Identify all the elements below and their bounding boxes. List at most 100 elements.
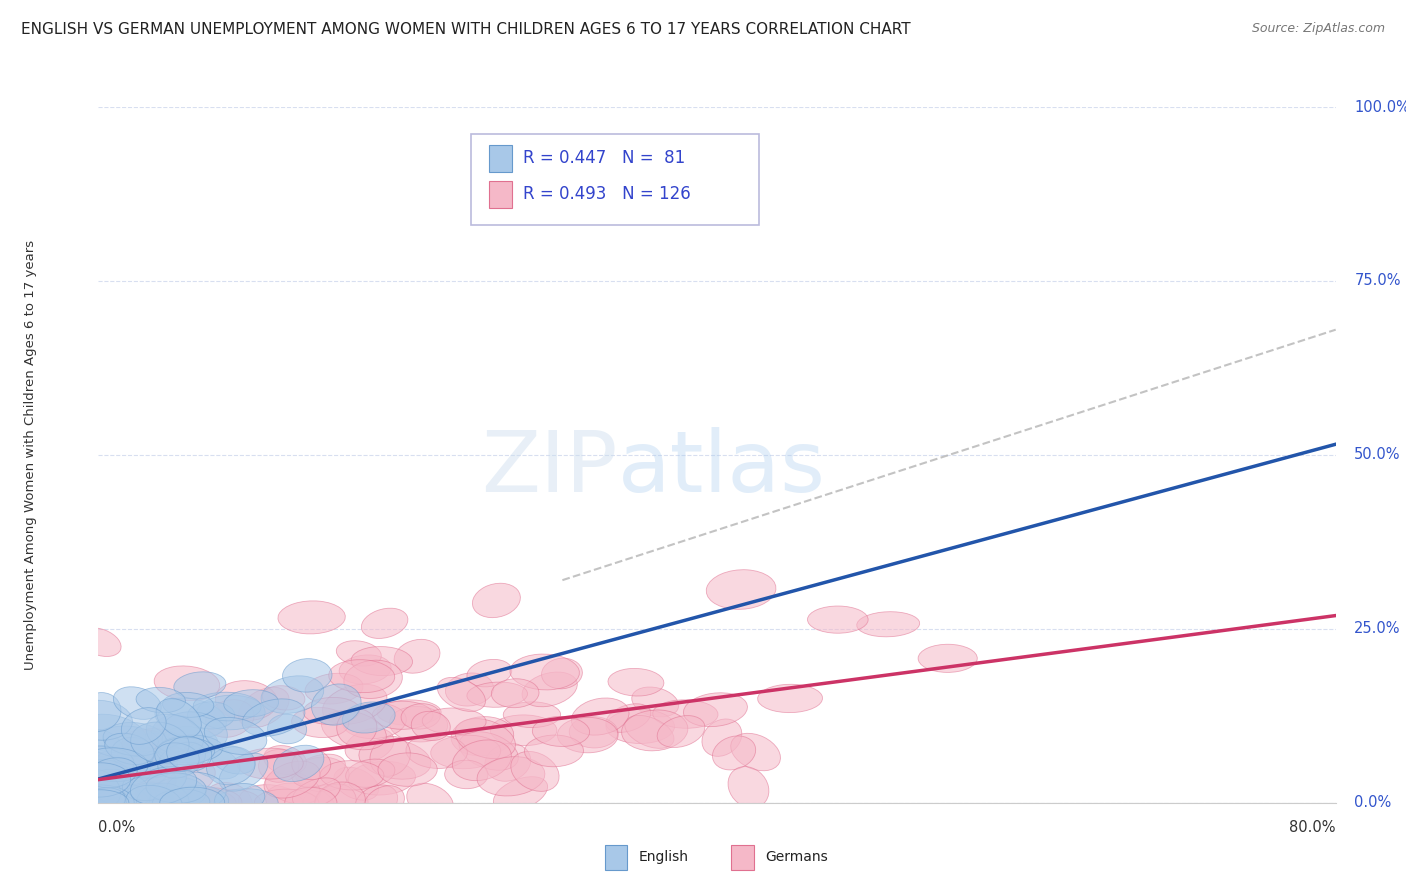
Ellipse shape bbox=[70, 790, 129, 815]
Text: Source: ZipAtlas.com: Source: ZipAtlas.com bbox=[1251, 22, 1385, 36]
Ellipse shape bbox=[807, 606, 868, 633]
Text: 0.0%: 0.0% bbox=[98, 821, 135, 835]
Ellipse shape bbox=[117, 751, 177, 778]
Ellipse shape bbox=[66, 785, 134, 814]
Ellipse shape bbox=[437, 677, 485, 712]
Ellipse shape bbox=[278, 601, 346, 634]
Ellipse shape bbox=[66, 785, 134, 821]
Ellipse shape bbox=[155, 698, 226, 738]
Ellipse shape bbox=[69, 763, 131, 797]
Ellipse shape bbox=[96, 749, 150, 785]
Ellipse shape bbox=[172, 789, 236, 816]
Ellipse shape bbox=[491, 714, 557, 746]
Ellipse shape bbox=[76, 786, 124, 817]
Ellipse shape bbox=[444, 760, 488, 789]
Ellipse shape bbox=[524, 735, 583, 767]
Ellipse shape bbox=[238, 687, 290, 728]
Ellipse shape bbox=[77, 784, 122, 816]
Ellipse shape bbox=[322, 711, 387, 750]
Ellipse shape bbox=[285, 788, 337, 818]
Ellipse shape bbox=[148, 790, 190, 815]
Ellipse shape bbox=[157, 735, 222, 763]
Ellipse shape bbox=[80, 785, 139, 821]
Ellipse shape bbox=[72, 789, 129, 816]
Text: 75.0%: 75.0% bbox=[1354, 274, 1400, 288]
Ellipse shape bbox=[467, 682, 527, 707]
Ellipse shape bbox=[336, 640, 381, 666]
Ellipse shape bbox=[174, 672, 226, 698]
Ellipse shape bbox=[155, 743, 200, 772]
Ellipse shape bbox=[117, 783, 173, 822]
Ellipse shape bbox=[104, 760, 167, 787]
Ellipse shape bbox=[82, 788, 131, 817]
Ellipse shape bbox=[456, 719, 516, 759]
Ellipse shape bbox=[157, 742, 205, 778]
Ellipse shape bbox=[156, 777, 207, 807]
Ellipse shape bbox=[136, 781, 184, 814]
Ellipse shape bbox=[152, 789, 209, 816]
Ellipse shape bbox=[70, 785, 129, 821]
Ellipse shape bbox=[122, 787, 173, 819]
Ellipse shape bbox=[75, 790, 127, 815]
Ellipse shape bbox=[731, 733, 780, 771]
Ellipse shape bbox=[105, 733, 155, 764]
Ellipse shape bbox=[533, 716, 589, 747]
Ellipse shape bbox=[510, 751, 560, 791]
Ellipse shape bbox=[344, 660, 402, 698]
Ellipse shape bbox=[239, 785, 304, 821]
Ellipse shape bbox=[333, 767, 378, 800]
Ellipse shape bbox=[451, 716, 513, 756]
Ellipse shape bbox=[211, 746, 254, 774]
Ellipse shape bbox=[349, 762, 416, 795]
Ellipse shape bbox=[352, 647, 412, 675]
Ellipse shape bbox=[72, 771, 128, 811]
Ellipse shape bbox=[89, 769, 150, 807]
Ellipse shape bbox=[124, 733, 186, 761]
Ellipse shape bbox=[477, 756, 546, 796]
Ellipse shape bbox=[541, 658, 582, 689]
Ellipse shape bbox=[342, 703, 406, 739]
Ellipse shape bbox=[422, 708, 486, 735]
Ellipse shape bbox=[103, 723, 166, 756]
Ellipse shape bbox=[264, 746, 307, 774]
Ellipse shape bbox=[354, 785, 398, 821]
Ellipse shape bbox=[370, 737, 411, 776]
Ellipse shape bbox=[163, 692, 214, 717]
Ellipse shape bbox=[219, 753, 269, 791]
Ellipse shape bbox=[155, 666, 219, 700]
Ellipse shape bbox=[305, 673, 363, 704]
Ellipse shape bbox=[571, 698, 628, 735]
Ellipse shape bbox=[336, 709, 377, 747]
Ellipse shape bbox=[76, 714, 146, 753]
Ellipse shape bbox=[266, 783, 335, 822]
Ellipse shape bbox=[146, 772, 207, 803]
Ellipse shape bbox=[146, 714, 204, 755]
Ellipse shape bbox=[89, 785, 150, 821]
Ellipse shape bbox=[204, 782, 253, 823]
Ellipse shape bbox=[394, 640, 440, 673]
Ellipse shape bbox=[79, 692, 121, 731]
Ellipse shape bbox=[187, 702, 235, 729]
Ellipse shape bbox=[430, 735, 501, 769]
Ellipse shape bbox=[141, 789, 183, 817]
Ellipse shape bbox=[152, 714, 198, 752]
Ellipse shape bbox=[292, 749, 330, 780]
Ellipse shape bbox=[156, 738, 215, 764]
Ellipse shape bbox=[122, 764, 187, 800]
Ellipse shape bbox=[621, 710, 688, 751]
Ellipse shape bbox=[65, 753, 135, 787]
Ellipse shape bbox=[75, 784, 125, 822]
Ellipse shape bbox=[156, 698, 201, 738]
Ellipse shape bbox=[706, 570, 776, 609]
Text: ENGLISH VS GERMAN UNEMPLOYMENT AMONG WOMEN WITH CHILDREN AGES 6 TO 17 YEARS CORR: ENGLISH VS GERMAN UNEMPLOYMENT AMONG WOM… bbox=[21, 22, 911, 37]
Ellipse shape bbox=[160, 788, 225, 818]
Ellipse shape bbox=[135, 786, 197, 820]
Ellipse shape bbox=[329, 660, 395, 693]
Ellipse shape bbox=[242, 698, 305, 736]
Ellipse shape bbox=[204, 717, 267, 755]
Ellipse shape bbox=[197, 695, 266, 730]
Ellipse shape bbox=[114, 687, 162, 719]
Ellipse shape bbox=[728, 766, 769, 808]
Ellipse shape bbox=[127, 785, 183, 821]
Ellipse shape bbox=[359, 739, 430, 780]
